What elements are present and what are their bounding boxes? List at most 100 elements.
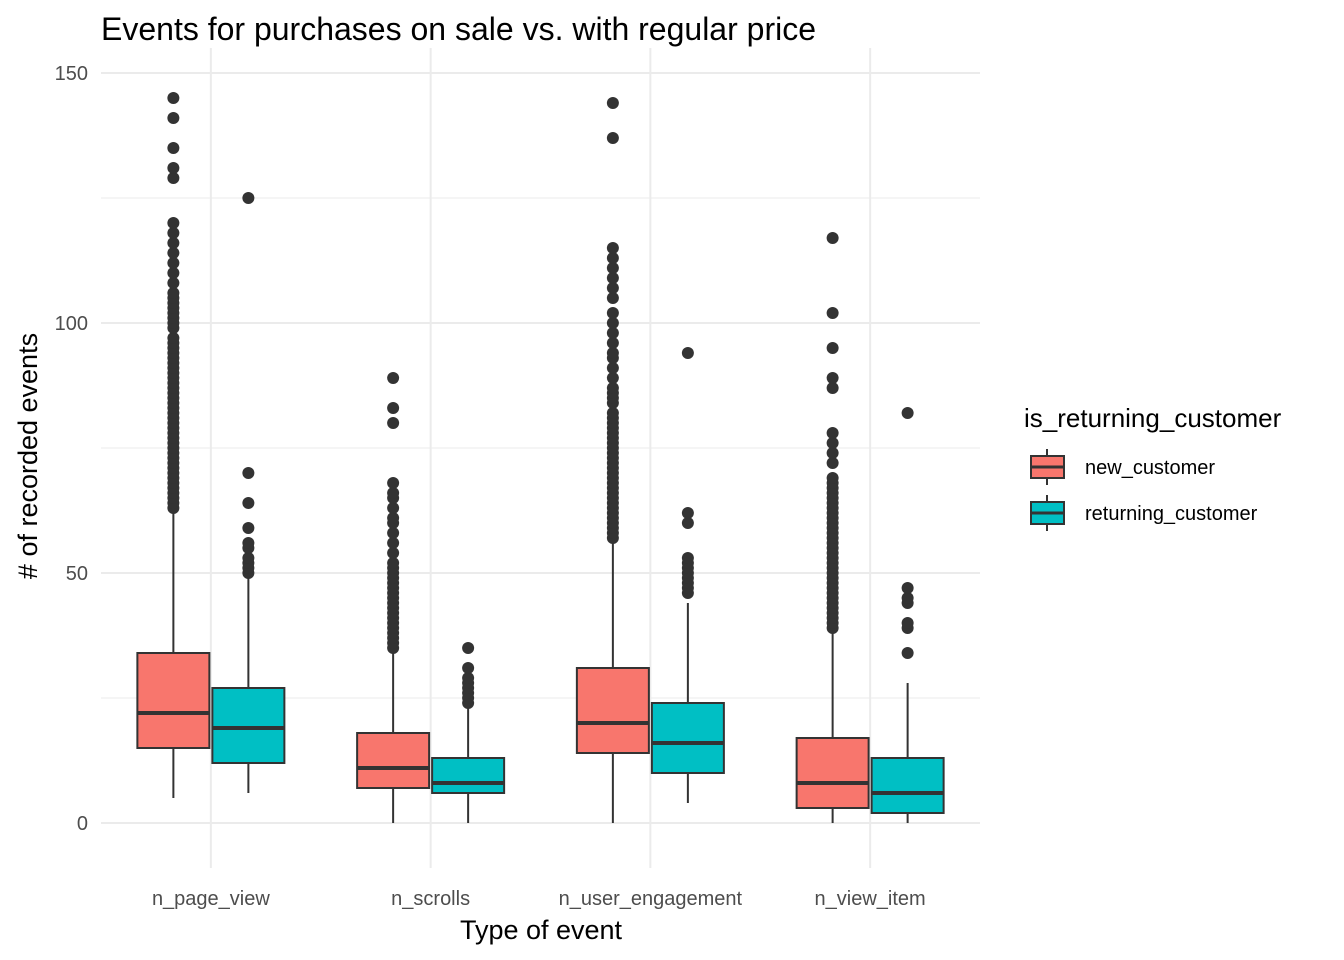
outlier-point [167,172,180,184]
outlier-point [242,467,255,479]
outlier-point [242,192,255,204]
box-iqr [431,757,506,794]
box-new_customer-n_user_engagement [575,97,650,823]
box-returning_customer-n_user_engagement [650,347,725,803]
legend-label-new_customer: new_customer [1085,457,1215,479]
box-iqr [211,687,286,764]
outlier-point [606,282,619,294]
outlier-point [242,537,255,549]
outlier-point [606,382,619,394]
y-axis-ticks: 0 50 100 150 [55,63,88,835]
outlier-point [606,407,619,419]
outlier-point [387,557,400,569]
outlier-point [826,382,839,394]
outlier-point [826,307,839,319]
outlier-point [387,487,400,499]
x-tick-label: n_view_item [815,888,926,910]
outlier-point [167,92,180,104]
chart-title: Events for purchases on sale vs. with re… [101,11,816,47]
box-returning_customer-n_scrolls [431,642,506,823]
outlier-point [901,617,914,629]
outlier-point [606,372,619,384]
outlier-point [387,527,400,539]
outlier-point [826,447,839,459]
outlier-point [826,472,839,484]
box-returning_customer-n_view_item [870,407,945,823]
outlier-point [167,257,180,269]
outlier-point [606,307,619,319]
outlier-point [606,242,619,254]
outlier-point [387,417,400,429]
outlier-point [606,347,619,359]
x-tick-label: n_page_view [152,888,270,910]
outlier-point [681,552,694,564]
box-iqr [870,757,945,814]
y-tick-label: 0 [77,813,88,835]
outlier-point [167,287,180,299]
outlier-point [242,497,255,509]
outlier-point [462,642,475,654]
outlier-point [606,252,619,264]
legend: is_returning_customer new_customerreturn… [1024,403,1282,531]
outlier-point [826,457,839,469]
outlier-point [681,517,694,529]
outlier-point [167,277,180,289]
outlier-point [606,292,619,304]
outlier-point [167,237,180,249]
outlier-point [387,512,400,524]
outlier-point [826,342,839,354]
box-iqr [575,667,650,754]
x-tick-label: n_scrolls [391,888,470,910]
outlier-point [387,372,400,384]
legend-key-returning_customer [1030,495,1065,531]
box-new_customer-n_scrolls [356,372,431,823]
legend-key-new_customer [1030,449,1065,485]
outlier-point [462,672,475,684]
outlier-point [387,547,400,559]
outlier-point [606,97,619,109]
outlier-point [167,142,180,154]
y-tick-label: 150 [55,63,88,85]
box-iqr [650,702,725,774]
outlier-point [606,327,619,339]
outlier-point [606,337,619,349]
legend-title: is_returning_customer [1024,403,1282,433]
outlier-point [826,372,839,384]
outlier-point [901,582,914,594]
box-iqr [136,652,211,749]
outlier-point [387,402,400,414]
y-axis-title: # of recorded events [13,333,43,579]
box-returning_customer-n_page_view [211,192,286,793]
outlier-point [901,592,914,604]
box-iqr [795,737,870,809]
outlier-point [826,427,839,439]
x-axis-title: Type of event [460,915,623,945]
outlier-point [606,362,619,374]
outlier-point [167,217,180,229]
outlier-point [606,317,619,329]
outlier-point [387,502,400,514]
outlier-point [462,662,475,674]
outlier-point [167,267,180,279]
x-tick-label: n_user_engagement [559,888,743,910]
outlier-point [681,347,694,359]
y-tick-label: 100 [55,313,88,335]
plot-area [136,92,945,823]
legend-label-returning_customer: returning_customer [1085,503,1258,525]
outlier-point [242,522,255,534]
outlier-point [167,247,180,259]
outlier-point [901,407,914,419]
box-new_customer-n_page_view [136,92,211,798]
outlier-point [387,537,400,549]
box-iqr [356,732,431,789]
outlier-point [167,332,180,344]
outlier-point [242,552,255,564]
outlier-point [167,112,180,124]
box-new_customer-n_view_item [795,232,870,823]
outlier-point [681,507,694,519]
outlier-point [606,262,619,274]
outlier-point [826,232,839,244]
x-axis-ticks: n_page_view n_scrolls n_user_engagement n_v… [152,888,926,910]
outlier-point [387,477,400,489]
